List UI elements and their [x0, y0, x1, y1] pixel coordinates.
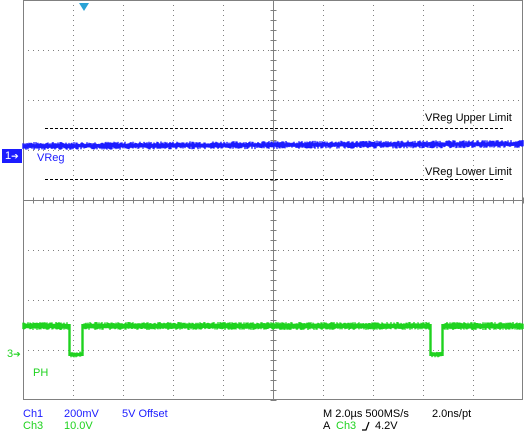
waveform-traces [22, 140, 524, 358]
ch1-trace-label: VReg [37, 152, 65, 164]
ch3-volts-per-div[interactable]: 10.0V [64, 420, 93, 432]
rising-edge-icon [362, 421, 370, 431]
trigger-level[interactable]: 4.2V [375, 420, 398, 432]
ch1-marker-number: 1 [5, 150, 12, 162]
sample-interval-readout[interactable]: 2.0ns/pt [432, 408, 472, 420]
ch1-offset[interactable]: 5V Offset [122, 408, 168, 420]
arrow-right-icon: ➔ [13, 349, 21, 359]
ch3-trace-label: PH [33, 367, 49, 379]
vreg-upper-limit-label: VReg Upper Limit [425, 112, 512, 124]
ch3-waveform [22, 322, 524, 358]
trigger-marker-icon[interactable] [79, 3, 89, 11]
ch3-marker-number: 3 [7, 348, 14, 360]
ch1-waveform [22, 140, 524, 150]
ch3-ground-marker[interactable]: 3➔ [7, 348, 21, 360]
ch1-ground-marker[interactable]: 1➔ [2, 149, 22, 163]
ch3-status-name[interactable]: Ch3 [23, 420, 44, 432]
vreg-lower-limit-label: VReg Lower Limit [425, 166, 512, 178]
trigger-prefix: A [323, 420, 331, 432]
timebase-readout[interactable]: M 2.0µs 500MS/s [323, 408, 409, 420]
ch1-volts-per-div[interactable]: 200mV [64, 408, 99, 420]
arrow-right-icon: ➔ [11, 151, 19, 161]
trigger-source[interactable]: Ch3 [336, 420, 357, 432]
ch1-status-name[interactable]: Ch1 [23, 408, 44, 420]
graticule [23, 0, 524, 401]
reference-lines [45, 128, 505, 180]
